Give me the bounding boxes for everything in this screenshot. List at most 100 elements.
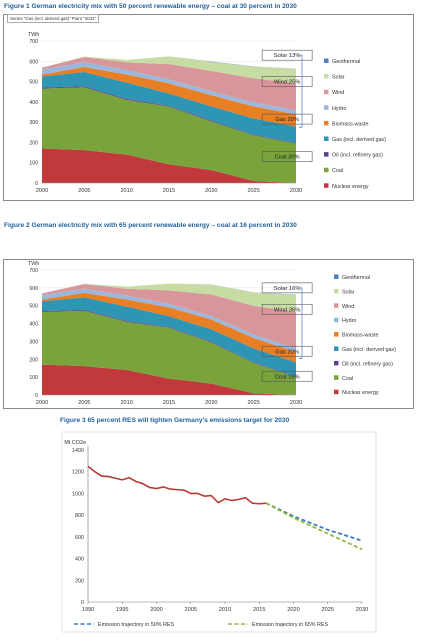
x-tick-label: 1990 — [82, 607, 94, 613]
callout-wind-25: Wind 25% — [261, 76, 313, 87]
legend-label: Nuclear energy — [332, 184, 369, 190]
legend-label: Coal — [332, 168, 343, 174]
x-tick-label: 2010 — [219, 607, 231, 613]
legend-label: Hydro — [332, 106, 346, 112]
legend-swatch — [334, 274, 339, 279]
legend-swatch — [324, 89, 329, 95]
x-tick-label: 2030 — [356, 607, 368, 613]
figure-2-title: Figure 2 German electricity mix with 65 … — [4, 222, 297, 229]
legend-label: Hydro — [342, 318, 356, 324]
x-tick-label: 2005 — [185, 607, 197, 613]
legend-swatch — [334, 389, 339, 395]
y-tick-label: 600 — [29, 59, 38, 65]
legend-swatch — [324, 105, 329, 110]
series-historical — [87, 465, 267, 505]
area-biomass-waste — [42, 66, 296, 127]
x-tick-label: 2005 — [78, 400, 90, 406]
x-tick-label: 2030 — [290, 400, 302, 406]
legend-label: Solar — [332, 75, 345, 81]
figure-1-frame — [3, 14, 414, 201]
x-tick-label: 2020 — [287, 607, 299, 613]
legend-label: Emission trajectory in 65% RES — [252, 622, 328, 628]
y-tick-label: 300 — [29, 120, 38, 126]
legend-swatch — [334, 288, 339, 294]
figure-2-chart[interactable]: 0 100 200 300 400 500 600 700 2000 2005 2010 2015 20… — [4, 259, 412, 407]
legend-label: Gas (incl. derived gas) — [342, 347, 396, 353]
x-tick-label: 2010 — [120, 400, 132, 406]
area-solar — [42, 283, 296, 312]
x-tick-label: 2030 — [290, 188, 302, 194]
y-axis-label: Mt CO2e — [64, 440, 86, 446]
x-tick-label: 2010 — [120, 188, 132, 194]
x-tick-label: 2000 — [150, 607, 162, 613]
area-nuclear-energy — [42, 148, 296, 183]
legend-swatch — [334, 360, 339, 366]
area-hydro — [42, 288, 296, 352]
legend-label: Geothermal — [342, 275, 370, 281]
x-tick-label: 2005 — [78, 188, 90, 194]
legend-swatch — [324, 183, 329, 188]
legend-label: Emission trajectory in 50% RES — [98, 622, 174, 628]
y-tick-label: 700 — [29, 268, 38, 274]
legend-swatch — [324, 167, 329, 173]
callout-box — [261, 151, 313, 162]
area-solar — [42, 56, 296, 83]
callout-label: Wind 25% — [274, 80, 300, 86]
renewables-bracket — [299, 54, 303, 128]
legend-swatch — [324, 58, 329, 63]
y-tick-label: 800 — [75, 513, 84, 519]
callout-gas-20: Gas 20% — [261, 345, 313, 357]
legend-label: Oil (incl. refinery gas) — [332, 153, 383, 159]
callout-box — [261, 282, 313, 294]
y-tick-label: 700 — [29, 39, 38, 45]
legend-swatch — [324, 152, 329, 157]
area-coal — [42, 310, 296, 395]
callout-box — [261, 113, 313, 125]
figure-1-chart[interactable]: 0 100 200 300 400 500 600 700 2000 2005 2010 2015 20… — [4, 15, 412, 199]
y-axis-label: TWh — [28, 261, 39, 267]
y-tick-label: 400 — [75, 557, 84, 563]
figure-3-title: Figure 3 65 percent RES will tighten Ger… — [60, 417, 290, 424]
area-gas-incl-derived-gas — [42, 297, 296, 377]
y-tick-label: 500 — [29, 80, 38, 86]
legend-swatch — [324, 74, 329, 79]
area-coal — [42, 87, 296, 183]
area-wind — [42, 284, 296, 349]
x-tick-label: 2020 — [205, 400, 217, 406]
x-tick-label: 2025 — [322, 607, 334, 613]
y-tick-label: 0 — [35, 393, 38, 399]
legend-label: Gas (incl. derived gas) — [332, 137, 386, 143]
figure-3-frame — [61, 431, 377, 633]
callout-wind-36: Wind 36% — [261, 303, 313, 315]
renewables-bracket — [299, 287, 303, 359]
area-gas-incl-derived-gas — [42, 72, 296, 143]
callout-box — [261, 49, 313, 61]
callout-box — [261, 370, 313, 382]
callout-box — [261, 76, 313, 87]
callout-label: Gas 20% — [275, 349, 299, 355]
legend-swatch — [324, 136, 329, 141]
legend-label: Solar — [342, 289, 355, 295]
callout-label: Solar 16% — [274, 286, 301, 292]
callout-label: Gas 20% — [275, 117, 299, 123]
legend-label: Wind — [332, 90, 344, 96]
callout-label: Solar 13% — [274, 53, 301, 59]
callout-label: Wind 36% — [274, 307, 300, 313]
figure-3-chart[interactable]: Mt CO2e 0 200 400 600 800 1000 1200 1400 1990 1995… — [60, 430, 380, 635]
area-nuclear-energy — [42, 364, 296, 395]
y-tick-label: 1400 — [72, 448, 84, 454]
legend-swatch — [324, 120, 329, 126]
figure-2-frame — [3, 259, 414, 409]
callout-coal-16: Coal 16% — [261, 370, 313, 382]
area-hydro — [42, 62, 296, 115]
x-tick-label: 2025 — [247, 400, 259, 406]
x-tick-label: 2015 — [253, 607, 265, 613]
y-tick-label: 600 — [75, 535, 84, 541]
y-tick-label: 500 — [29, 304, 38, 310]
y-tick-label: 200 — [29, 357, 38, 363]
y-tick-label: 400 — [29, 100, 38, 106]
y-tick-label: 200 — [29, 140, 38, 146]
x-tick-label: 2020 — [205, 188, 217, 194]
y-tick-label: 100 — [29, 161, 38, 167]
y-tick-label: 1000 — [72, 491, 84, 497]
